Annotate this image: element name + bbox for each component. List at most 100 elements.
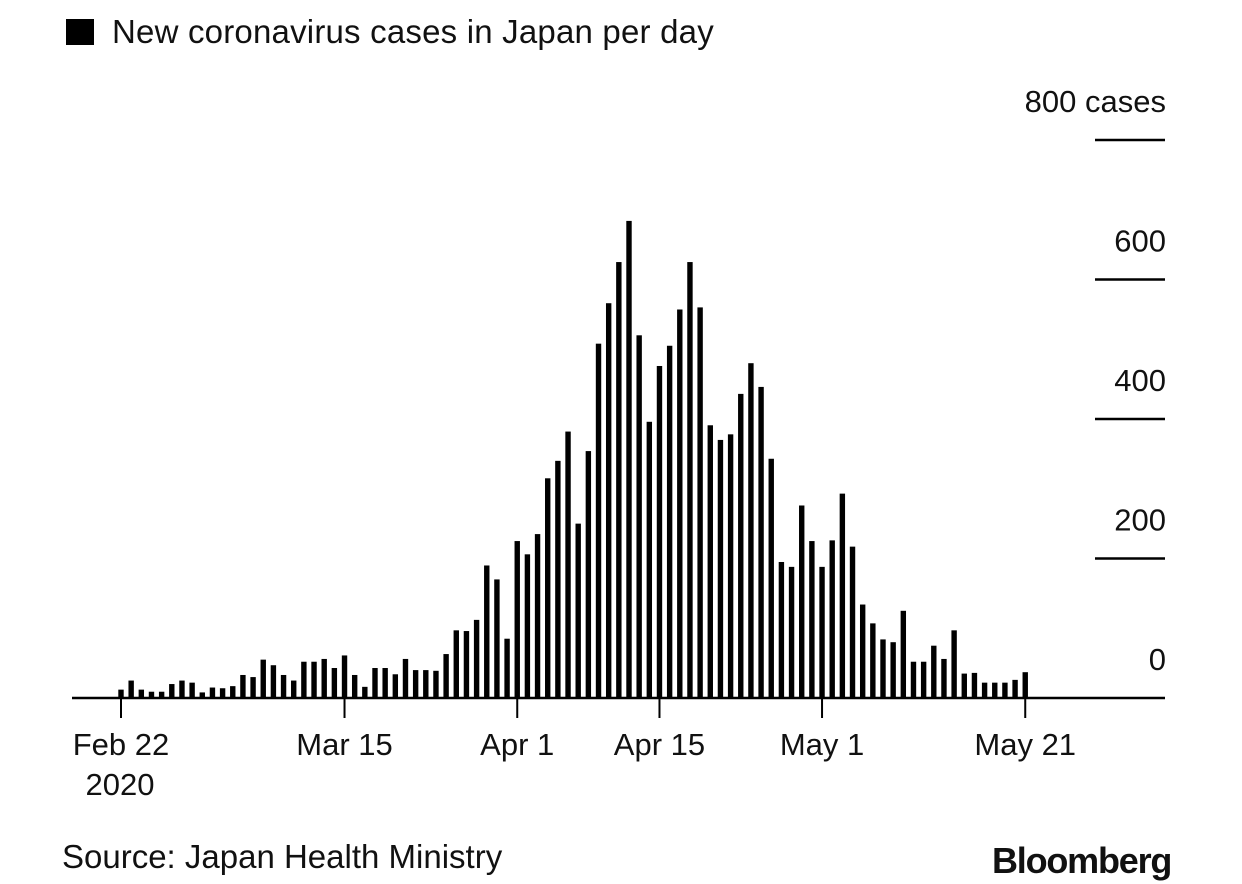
y-tick-label-200: 200: [1114, 503, 1166, 538]
x-tick-label-2020-04-01: Apr 1: [480, 727, 554, 762]
bar-2020-03-06: [250, 677, 256, 699]
bar-2020-05-11: [920, 661, 927, 698]
bar-2020-05-17: [981, 682, 988, 698]
bar-2020-04-04: [545, 478, 551, 698]
bar-2020-05-18: [992, 682, 998, 698]
bar-2020-02-25: [148, 691, 155, 698]
bar-2020-04-18: [687, 262, 693, 698]
bar-2020-04-30: [809, 541, 815, 698]
bar-2020-04-23: [738, 393, 744, 698]
bar-2020-03-03: [219, 688, 226, 699]
bar-2020-05-16: [971, 672, 978, 698]
bar-2020-02-26: [158, 691, 165, 698]
bar-2020-03-02: [209, 687, 216, 698]
y-axis: 0 200 400 600 800 cases: [1025, 84, 1166, 677]
bar-2020-03-13: [321, 658, 327, 698]
bar-2020-02-27: [169, 684, 175, 698]
bar-2020-03-14: [331, 668, 338, 698]
bar-2020-04-06: [565, 431, 571, 698]
bar-2020-05-13: [941, 658, 947, 698]
x-tick-label-2020-03-15: Mar 15: [296, 727, 392, 762]
bar-2020-05-10: [910, 661, 917, 698]
bar-2020-05-07: [880, 639, 886, 698]
bar-2020-03-12: [311, 661, 317, 698]
y-tick-label-800: 800 cases: [1025, 84, 1166, 119]
bar-2020-04-22: [727, 434, 734, 698]
bar-2020-04-10: [605, 303, 612, 698]
bar-2020-03-26: [453, 630, 459, 698]
bar-2020-05-06: [870, 623, 876, 698]
bar-2020-03-15: [341, 655, 348, 698]
bar-2020-04-21: [717, 439, 724, 698]
bar-2020-05-05: [859, 604, 866, 698]
bar-2020-03-01: [199, 692, 205, 698]
bar-2020-03-30: [494, 579, 500, 698]
bar-2020-05-15: [961, 673, 967, 698]
bars-group: [118, 220, 1028, 699]
y-tick-label-0: 0: [1149, 642, 1166, 677]
bar-2020-04-27: [778, 561, 785, 698]
bar-2020-02-23: [128, 680, 134, 698]
bar-2020-02-22: [118, 689, 124, 698]
bar-2020-04-16: [666, 345, 673, 698]
bar-2020-04-01: [514, 541, 520, 698]
bar-2020-03-04: [230, 686, 236, 698]
bar-2020-04-08: [585, 451, 592, 698]
bar-2020-05-21: [1022, 672, 1028, 698]
brand-logo: Bloomberg: [992, 840, 1172, 881]
bar-2020-03-19: [382, 668, 388, 698]
bar-2020-02-29: [189, 682, 195, 698]
bar-2020-04-12: [626, 220, 632, 698]
bar-2020-04-28: [788, 566, 795, 698]
bar-2020-02-24: [138, 689, 145, 698]
y-tick-label-600: 600: [1114, 224, 1166, 259]
bar-2020-03-05: [240, 674, 246, 698]
bar-2020-04-11: [616, 262, 622, 698]
x-tick-label-2020-04-15: Apr 15: [614, 727, 705, 762]
source-note: Source: Japan Health Ministry: [62, 838, 503, 875]
bar-2020-03-09: [280, 674, 287, 698]
y-tick-label-400: 400: [1114, 363, 1166, 398]
legend-swatch: [66, 19, 94, 45]
bar-2020-02-28: [179, 680, 185, 698]
bar-2020-03-10: [291, 680, 297, 698]
bar-2020-05-08: [890, 642, 896, 698]
bar-2020-04-29: [799, 505, 805, 698]
bar-2020-03-11: [301, 661, 307, 698]
x-tick-sublabel-year: 2020: [86, 767, 155, 802]
bar-2020-04-03: [534, 534, 541, 698]
x-axis: Feb 22 2020 Mar 15 Apr 1 Apr 15 May 1 May 21: [72, 696, 1165, 802]
bar-2020-03-25: [443, 654, 449, 698]
x-tick-label-2020-02-22: Feb 22: [73, 727, 170, 762]
x-tick-label-2020-05-21: May 21: [974, 727, 1076, 762]
bar-2020-04-24: [748, 363, 754, 698]
bar-2020-05-12: [931, 645, 937, 698]
bar-2020-05-14: [951, 630, 957, 698]
bar-2020-03-17: [362, 686, 368, 698]
bar-2020-03-08: [270, 665, 277, 698]
bar-2020-03-21: [402, 658, 409, 698]
bar-2020-03-18: [372, 668, 378, 698]
bar-2020-04-14: [646, 421, 653, 698]
bar-2020-05-09: [900, 610, 907, 698]
bar-2020-04-17: [677, 309, 683, 698]
bar-2020-03-20: [392, 674, 399, 698]
bar-2020-04-05: [555, 460, 561, 698]
chart-legend: New coronavirus cases in Japan per day: [66, 13, 714, 50]
bar-2020-04-20: [707, 425, 713, 698]
bar-2020-03-07: [260, 659, 266, 698]
bar-2020-05-04: [849, 546, 856, 698]
legend-label: New coronavirus cases in Japan per day: [112, 13, 714, 50]
bar-2020-05-01: [819, 566, 825, 698]
bar-2020-05-02: [829, 540, 835, 698]
bar-2020-03-23: [423, 670, 429, 698]
bar-2020-03-31: [504, 638, 510, 698]
bar-2020-03-22: [412, 670, 419, 698]
bar-2020-04-09: [595, 343, 602, 698]
x-tick-label-2020-05-01: May 1: [780, 727, 864, 762]
bar-2020-04-07: [575, 523, 581, 699]
bar-2020-05-03: [839, 493, 846, 698]
bar-2020-03-24: [433, 670, 439, 698]
bar-2020-03-28: [473, 619, 480, 698]
